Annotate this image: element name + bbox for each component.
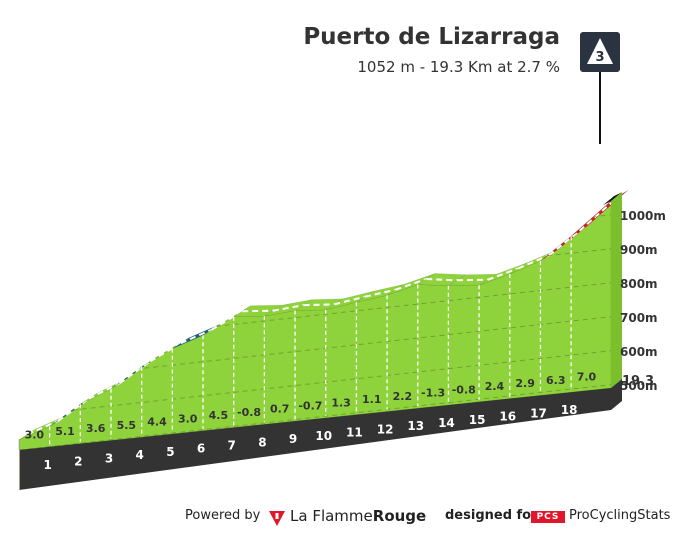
designed-for-text: designed for: [445, 508, 538, 523]
gradient-label-8: -0.8: [237, 406, 261, 419]
profile-right-edge: [611, 192, 622, 388]
category-badge: 3: [580, 32, 620, 144]
pcs-name: ProCyclingStats: [569, 508, 671, 523]
y-tick-600: 600m: [620, 345, 658, 359]
gradient-label-12: 1.1: [362, 393, 382, 406]
km-label-10: 10: [315, 429, 332, 443]
gradient-label-18: 6.3: [546, 374, 566, 387]
km-label-13: 13: [407, 419, 424, 433]
brand-name: La FlammeRouge: [290, 507, 426, 525]
climb-subtitle: 1052 m - 19.3 Km at 2.7 %: [357, 58, 560, 76]
km-label-18: 18: [561, 403, 578, 417]
gradient-label-4: 5.5: [117, 419, 137, 432]
gradient-label-9: 0.7: [270, 403, 290, 416]
profile-centre-dash-10: [303, 303, 335, 307]
profile-centre-dash-4: [118, 360, 151, 385]
climb-title: Puerto de Lizarraga: [303, 24, 560, 50]
km-label-12: 12: [377, 422, 394, 436]
km-label-4: 4: [136, 448, 144, 462]
profile-centre-dash-6: [180, 328, 212, 345]
powered-by-text: Powered by: [185, 508, 261, 523]
profile-centre-dash-14: [426, 278, 457, 282]
km-label-11: 11: [346, 426, 363, 440]
category-badge-label: 3: [595, 50, 604, 65]
gradient-label-10: -0.7: [298, 399, 322, 412]
gradient-label-19: 7.0: [577, 371, 597, 384]
profile-centre-dash-12: [364, 288, 396, 298]
km-label-9: 9: [289, 432, 297, 446]
y-tick-700: 700m: [620, 311, 658, 325]
brand-rouge: Rouge: [372, 507, 427, 525]
km-label-8: 8: [258, 435, 266, 449]
distance-base-strip: [19, 379, 622, 490]
km-label-6: 6: [197, 442, 205, 456]
profile-centre-dash-9: [272, 304, 304, 312]
gradient-label-17: 2.9: [515, 377, 535, 390]
profile-centre-dash-16: [487, 267, 519, 281]
km-label-15: 15: [469, 413, 486, 427]
gradient-label-14: -1.3: [421, 387, 445, 400]
km-label-3: 3: [105, 451, 113, 465]
km-label-2: 2: [74, 455, 82, 469]
gradient-label-11: 1.3: [331, 396, 351, 409]
grid-line-500: [19, 383, 611, 450]
y-tick-800: 800m: [620, 277, 658, 291]
gradient-label-2: 5.1: [55, 425, 75, 438]
la-flamme-rouge-logo-icon: [269, 511, 285, 526]
profile-centre-dash-11: [333, 295, 366, 306]
gradient-label-5: 4.4: [147, 416, 167, 429]
gradient-label-13: 2.2: [393, 390, 413, 403]
brand-la: La Flamme: [290, 507, 373, 525]
y-tick-1000: 1000m: [620, 209, 666, 223]
km-label-14: 14: [438, 416, 455, 430]
gradient-label-3: 3.6: [86, 422, 106, 435]
profile-centre-dash-1: [27, 419, 59, 436]
km-label-16: 16: [499, 410, 516, 424]
profile-centre-dash-13: [395, 278, 427, 291]
y-tick-900: 900m: [620, 243, 658, 257]
y-tick-500: 500m: [620, 379, 658, 393]
gradient-label-15: -0.8: [452, 383, 476, 396]
profile-centre-dash-17: [517, 254, 550, 270]
total-distance-label: 19.3: [622, 374, 654, 389]
base-left-block: [19, 439, 20, 490]
profile-summit-cap: [603, 192, 622, 206]
gradient-label-6: 3.0: [178, 412, 198, 425]
km-label-1: 1: [43, 458, 51, 472]
gradient-label-1: 3.0: [25, 428, 45, 441]
km-label-5: 5: [166, 445, 174, 459]
profile-centre-dash-5: [149, 342, 182, 363]
km-label-17: 17: [530, 406, 547, 420]
profile-centre-dash-18: [548, 229, 581, 257]
gradient-label-16: 2.4: [485, 380, 505, 393]
pcs-logo-icon: PCS: [531, 511, 565, 523]
gradient-label-7: 4.5: [209, 409, 229, 422]
profile-centre-dash-3: [88, 382, 120, 400]
profile-centre-dash-7: [211, 310, 243, 331]
grid-line-600: [19, 349, 611, 417]
km-label-7: 7: [228, 439, 236, 453]
